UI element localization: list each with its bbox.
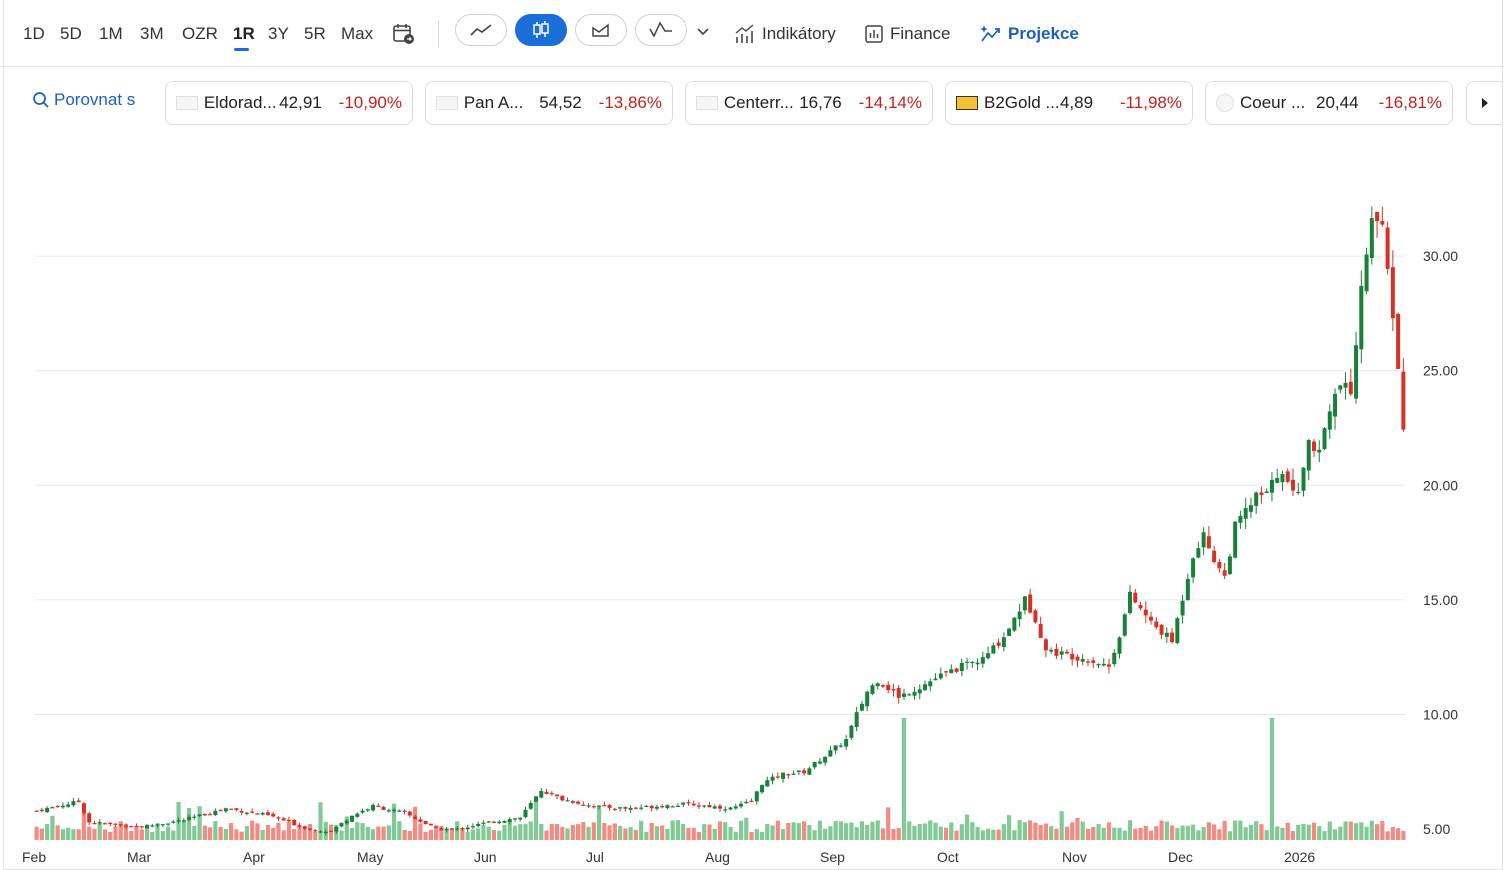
toolbar-divider xyxy=(438,20,439,48)
area-chart-button[interactable] xyxy=(575,14,627,46)
company-logo-icon xyxy=(956,96,978,110)
indicators-button[interactable]: Indikátory xyxy=(734,24,836,44)
range-1y[interactable]: 1R xyxy=(233,24,255,43)
line-chart-icon xyxy=(470,24,492,36)
company-logo-icon xyxy=(696,96,718,110)
compare-chip-pan-american[interactable]: Pan A... 54,52 -13,86% xyxy=(425,81,673,125)
chip-price: 42,91 xyxy=(279,93,322,112)
candlestick-chart-icon xyxy=(533,21,549,38)
range-1m[interactable]: 1M xyxy=(99,24,123,43)
chip-change: -13,86% xyxy=(598,93,662,112)
compare-label: Porovnat s xyxy=(54,90,136,109)
chip-price: 4,89 xyxy=(1059,93,1094,112)
candlestick-chart-button[interactable] xyxy=(515,14,567,46)
finance-button[interactable]: Finance xyxy=(864,24,950,44)
active-range-indicator xyxy=(234,48,249,51)
finance-label: Finance xyxy=(890,24,951,43)
range-3m[interactable]: 3M xyxy=(140,24,164,43)
projections-button[interactable]: Projekce xyxy=(980,24,1079,44)
compare-chip-coeur[interactable]: Coeur ... 20,44 -16,81% xyxy=(1205,81,1453,125)
search-icon xyxy=(33,92,49,108)
projections-label: Projekce xyxy=(1008,24,1079,43)
compare-button[interactable]: Porovnat s xyxy=(32,90,135,110)
chip-change: -11,98% xyxy=(1119,93,1182,112)
caret-right-icon xyxy=(1481,98,1488,108)
chevron-down-icon[interactable] xyxy=(695,24,711,45)
chip-price: 54,52 xyxy=(539,93,582,112)
company-logo-icon xyxy=(1216,94,1234,112)
chips-scroll-right-button[interactable] xyxy=(1466,81,1502,125)
area-chart-icon xyxy=(592,23,609,37)
compare-chip-centerra[interactable]: Centerr... 16,76 -14,14% xyxy=(685,81,933,125)
finance-icon xyxy=(865,25,883,43)
compare-chip-eldorado[interactable]: Eldorad... 42,91 -10,90% xyxy=(165,81,413,125)
company-logo-icon xyxy=(176,96,198,110)
line-chart-button[interactable] xyxy=(455,14,507,46)
indicator-chart-button[interactable] xyxy=(635,14,687,46)
range-ytd[interactable]: OZR xyxy=(182,24,218,43)
chip-name: Pan A... xyxy=(463,93,524,112)
range-max[interactable]: Max xyxy=(341,24,374,43)
range-5y[interactable]: 5R xyxy=(304,24,326,43)
compare-chip-b2gold[interactable]: B2Gold ... 4,89 -11,98% xyxy=(945,81,1193,125)
chip-price: 16,76 xyxy=(799,93,842,112)
range-1d[interactable]: 1D xyxy=(23,24,45,43)
indicators-label: Indikátory xyxy=(762,24,836,43)
chip-change: -10,90% xyxy=(338,93,402,112)
indicators-icon xyxy=(735,24,754,43)
chip-name: Centerr... xyxy=(723,93,794,112)
chip-price: 20,44 xyxy=(1316,93,1359,112)
toolbar: 1D 5D 1M 3M OZR 1R 3Y 5R Max xyxy=(0,0,1504,67)
calendar-range-icon[interactable] xyxy=(392,22,416,46)
chip-name: B2Gold ... xyxy=(983,93,1060,112)
range-5d[interactable]: 5D xyxy=(60,24,82,43)
indicator-chart-icon xyxy=(649,21,672,38)
range-3y[interactable]: 3Y xyxy=(268,24,289,43)
chip-name: Coeur ... xyxy=(1240,93,1306,112)
chip-name: Eldorad... xyxy=(203,93,277,112)
chip-change: -16,81% xyxy=(1378,93,1442,112)
projections-sparkle-icon xyxy=(980,25,1000,42)
company-logo-icon xyxy=(436,96,458,110)
chip-change: -14,14% xyxy=(858,93,922,112)
